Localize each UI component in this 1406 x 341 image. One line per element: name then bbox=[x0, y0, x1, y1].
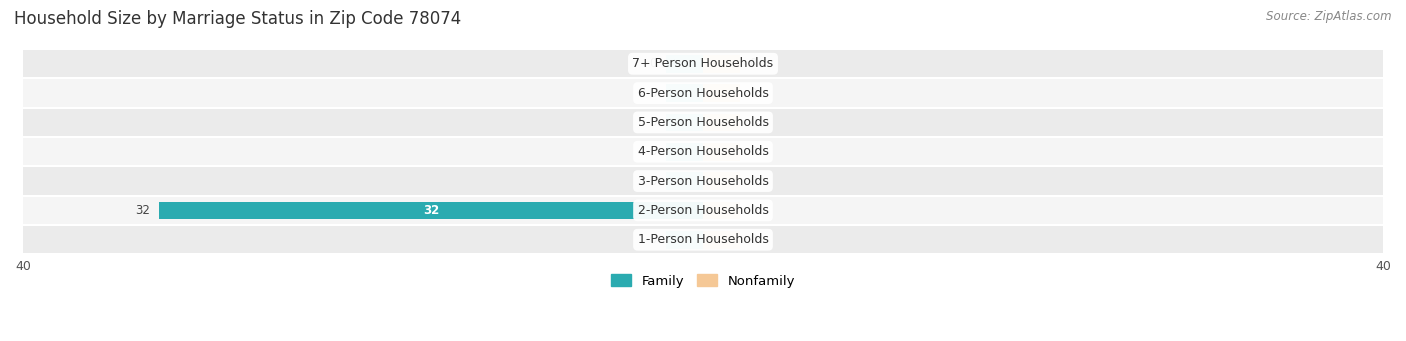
Text: 0: 0 bbox=[650, 116, 657, 129]
Bar bbox=[665, 84, 703, 102]
Bar bbox=[665, 114, 703, 131]
Text: 5-Person Households: 5-Person Households bbox=[637, 116, 769, 129]
Text: 4-Person Households: 4-Person Households bbox=[637, 145, 769, 158]
Text: 0: 0 bbox=[650, 175, 657, 188]
Text: 0: 0 bbox=[749, 204, 756, 217]
Bar bbox=[665, 143, 703, 161]
Text: 0: 0 bbox=[749, 233, 756, 246]
Bar bbox=[703, 172, 741, 190]
Text: 3-Person Households: 3-Person Households bbox=[637, 175, 769, 188]
Text: 2-Person Households: 2-Person Households bbox=[637, 204, 769, 217]
Text: 0: 0 bbox=[650, 233, 657, 246]
Text: 0: 0 bbox=[749, 175, 756, 188]
Bar bbox=[22, 78, 1384, 108]
Text: 0: 0 bbox=[650, 145, 657, 158]
Text: 0: 0 bbox=[749, 116, 756, 129]
Bar bbox=[703, 231, 741, 249]
Text: Household Size by Marriage Status in Zip Code 78074: Household Size by Marriage Status in Zip… bbox=[14, 10, 461, 28]
Text: 0: 0 bbox=[650, 57, 657, 70]
Bar bbox=[22, 137, 1384, 166]
Bar bbox=[703, 84, 741, 102]
Bar bbox=[665, 172, 703, 190]
Text: 0: 0 bbox=[749, 145, 756, 158]
Text: 6-Person Households: 6-Person Households bbox=[637, 87, 769, 100]
Bar bbox=[665, 55, 703, 73]
Bar bbox=[22, 166, 1384, 196]
Bar bbox=[665, 231, 703, 249]
Bar bbox=[703, 114, 741, 131]
Bar bbox=[703, 143, 741, 161]
Bar bbox=[159, 202, 703, 219]
Legend: Family, Nonfamily: Family, Nonfamily bbox=[606, 269, 800, 293]
Bar bbox=[703, 55, 741, 73]
Text: 32: 32 bbox=[423, 204, 439, 217]
Text: 0: 0 bbox=[650, 87, 657, 100]
Text: 0: 0 bbox=[749, 57, 756, 70]
Text: 7+ Person Households: 7+ Person Households bbox=[633, 57, 773, 70]
Bar bbox=[22, 196, 1384, 225]
Bar bbox=[22, 49, 1384, 78]
Text: Source: ZipAtlas.com: Source: ZipAtlas.com bbox=[1267, 10, 1392, 23]
Text: 32: 32 bbox=[135, 204, 150, 217]
Bar bbox=[703, 202, 741, 219]
Text: 0: 0 bbox=[749, 87, 756, 100]
Bar bbox=[22, 225, 1384, 254]
Bar bbox=[22, 108, 1384, 137]
Text: 1-Person Households: 1-Person Households bbox=[637, 233, 769, 246]
